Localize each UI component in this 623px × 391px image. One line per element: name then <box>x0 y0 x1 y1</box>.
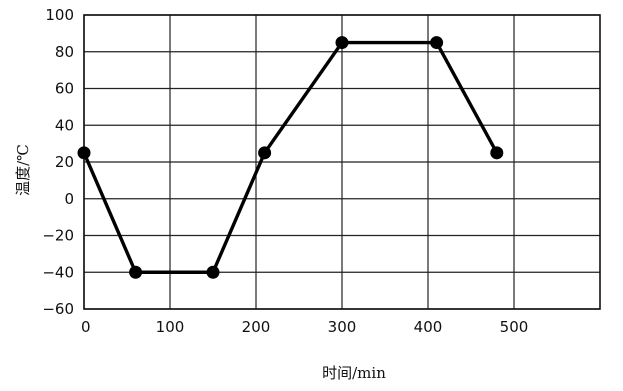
y-axis-label: 温度/℃ <box>14 144 32 196</box>
series-layer <box>77 36 504 279</box>
y-tick-label: 40 <box>55 116 74 134</box>
x-tick-labels: 0 100 200 300 400 500 <box>81 318 528 336</box>
series-line <box>82 40 499 274</box>
x-tick-label: 400 <box>414 318 443 336</box>
y-tick-label: −20 <box>42 227 74 245</box>
x-tick-label: 100 <box>156 318 185 336</box>
x-axis-label: 时间/min <box>322 364 386 382</box>
y-tick-label: 80 <box>55 43 74 61</box>
y-tick-label: −40 <box>42 263 74 281</box>
x-tick-label: 300 <box>328 318 357 336</box>
x-tick-label: 200 <box>242 318 271 336</box>
x-tick-label: 500 <box>500 318 529 336</box>
y-tick-label: 20 <box>55 153 74 171</box>
plot-frame <box>83 14 601 310</box>
data-point <box>335 36 349 50</box>
y-tick-label: 0 <box>64 190 74 208</box>
y-tick-labels: 100 80 60 40 20 0 −20 −40 −60 <box>42 6 74 318</box>
data-point <box>77 146 91 160</box>
data-point <box>258 146 272 160</box>
y-tick-label: −60 <box>42 300 74 318</box>
data-point <box>129 265 143 279</box>
data-point <box>206 265 220 279</box>
grid <box>83 14 600 310</box>
x-tick-label: 0 <box>81 318 91 336</box>
y-tick-label: 60 <box>55 80 74 98</box>
data-point <box>490 146 504 160</box>
data-point <box>430 36 444 50</box>
y-tick-label: 100 <box>45 6 74 24</box>
